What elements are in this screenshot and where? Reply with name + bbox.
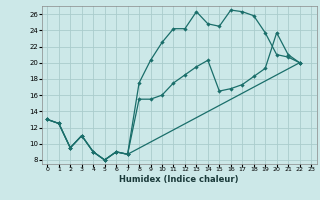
X-axis label: Humidex (Indice chaleur): Humidex (Indice chaleur) [119, 175, 239, 184]
